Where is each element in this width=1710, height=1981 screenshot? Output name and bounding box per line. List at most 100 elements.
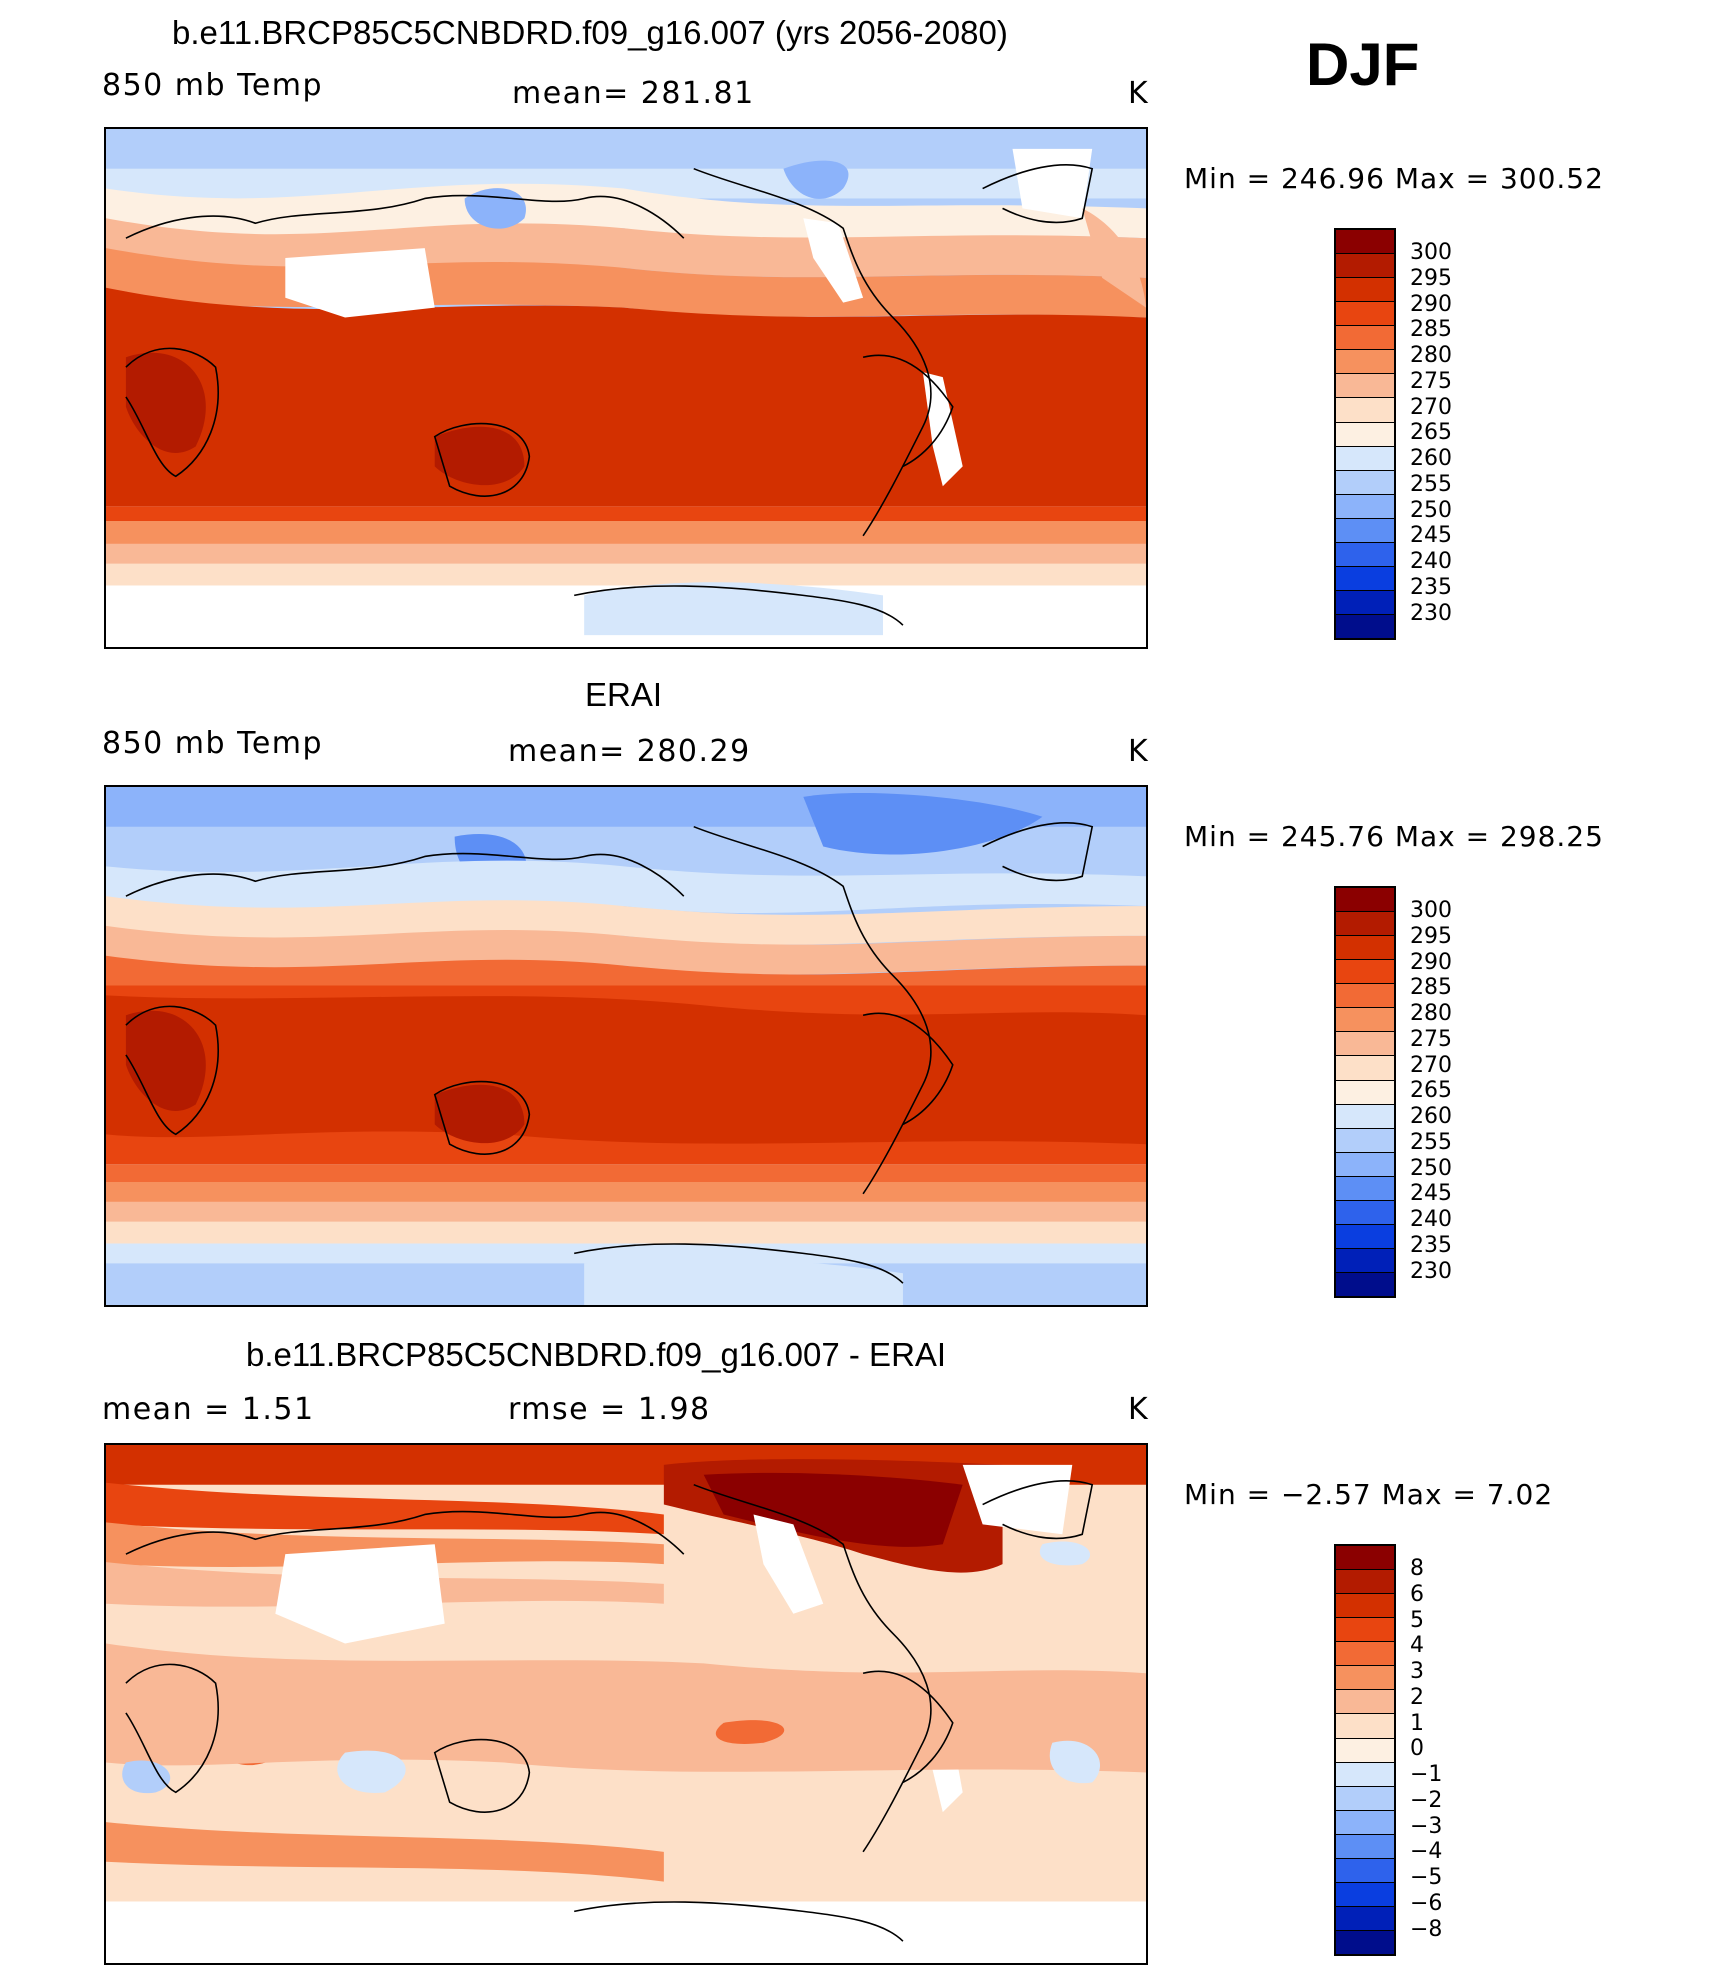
colorbar-tick-label: −4 bbox=[1410, 1839, 1443, 1864]
panel1-variable-label: 850 mb Temp bbox=[102, 68, 324, 103]
colorbar-swatch bbox=[1336, 518, 1394, 543]
colorbar-tick-label: 8 bbox=[1410, 1556, 1424, 1581]
colorbar-tick-label: 230 bbox=[1410, 1259, 1452, 1284]
colorbar-swatch bbox=[1336, 398, 1394, 423]
colorbar-swatch bbox=[1336, 1666, 1394, 1691]
colorbar-swatch bbox=[1336, 326, 1394, 351]
colorbar-swatch bbox=[1336, 984, 1394, 1009]
colorbar-tick-label: 295 bbox=[1410, 924, 1452, 949]
panel2-mean-label: mean= 280.29 bbox=[508, 734, 751, 769]
colorbar-tick-label: −8 bbox=[1410, 1917, 1443, 1942]
colorbar-tick-label: 0 bbox=[1410, 1736, 1424, 1761]
colorbar-swatch bbox=[1336, 1248, 1394, 1273]
colorbar-swatch bbox=[1336, 566, 1394, 591]
colorbar-tick-label: 240 bbox=[1410, 549, 1452, 574]
colorbar-tick-label: 2 bbox=[1410, 1685, 1424, 1710]
colorbar-tick-label: 245 bbox=[1410, 523, 1452, 548]
colorbar-swatch bbox=[1336, 1762, 1394, 1787]
colorbar-swatch bbox=[1336, 1152, 1394, 1177]
panel1-map bbox=[104, 127, 1148, 649]
panel1-map-svg bbox=[106, 129, 1146, 647]
colorbar-tick-label: 285 bbox=[1410, 317, 1452, 342]
colorbar-swatch bbox=[1336, 1618, 1394, 1643]
colorbar-swatch bbox=[1336, 422, 1394, 447]
colorbar-swatch bbox=[1336, 278, 1394, 303]
colorbar-swatch bbox=[1336, 1906, 1394, 1931]
colorbar-swatch bbox=[1336, 230, 1394, 255]
panel2-variable-label: 850 mb Temp bbox=[102, 726, 324, 761]
colorbar-tick-label: 275 bbox=[1410, 369, 1452, 394]
colorbar-tick-label: 4 bbox=[1410, 1633, 1424, 1658]
colorbar-swatch bbox=[1336, 1690, 1394, 1715]
colorbar-swatch bbox=[1336, 615, 1394, 639]
colorbar-tick-label: 275 bbox=[1410, 1027, 1452, 1052]
colorbar-swatch bbox=[1336, 494, 1394, 519]
panel3-rmse-label: rmse = 1.98 bbox=[508, 1392, 711, 1427]
colorbar-swatch bbox=[1336, 590, 1394, 615]
colorbar-swatch bbox=[1336, 936, 1394, 961]
colorbar-tick-label: −6 bbox=[1410, 1891, 1443, 1916]
colorbar-swatch bbox=[1336, 1032, 1394, 1057]
panel3-title: b.e11.BRCP85C5CNBDRD.f09_g16.007 - ERAI bbox=[246, 1336, 947, 1373]
panel1-units: K bbox=[1128, 76, 1150, 111]
colorbar-tick-label: 255 bbox=[1410, 1130, 1452, 1155]
colorbar-tick-label: −5 bbox=[1410, 1865, 1443, 1890]
panel2-colorbar-labels: 300 295 290 285 280 275 270 265 260 255 … bbox=[1410, 886, 1490, 1298]
colorbar-tick-label: 3 bbox=[1410, 1659, 1424, 1684]
colorbar-swatch bbox=[1336, 470, 1394, 495]
colorbar-tick-label: −1 bbox=[1410, 1762, 1443, 1787]
colorbar-swatch bbox=[1336, 446, 1394, 471]
panel1-title: b.e11.BRCP85C5CNBDRD.f09_g16.007 (yrs 20… bbox=[172, 14, 1008, 51]
colorbar-swatch bbox=[1336, 1128, 1394, 1153]
colorbar-tick-label: 6 bbox=[1410, 1582, 1424, 1607]
colorbar-tick-label: 1 bbox=[1410, 1711, 1424, 1736]
colorbar-tick-label: 290 bbox=[1410, 950, 1452, 975]
colorbar-tick-label: 270 bbox=[1410, 395, 1452, 420]
colorbar-tick-label: 285 bbox=[1410, 975, 1452, 1000]
colorbar-swatch bbox=[1336, 1570, 1394, 1595]
panel2-colorbar bbox=[1334, 886, 1396, 1298]
colorbar-swatch bbox=[1336, 1834, 1394, 1859]
colorbar-tick-label: 260 bbox=[1410, 446, 1452, 471]
colorbar-swatch bbox=[1336, 960, 1394, 985]
colorbar-tick-label: 270 bbox=[1410, 1053, 1452, 1078]
colorbar-swatch bbox=[1336, 1056, 1394, 1081]
panel3-map-svg bbox=[106, 1445, 1146, 1963]
colorbar-swatch bbox=[1336, 1858, 1394, 1883]
colorbar-swatch bbox=[1336, 1882, 1394, 1907]
colorbar-swatch bbox=[1336, 254, 1394, 279]
colorbar-swatch bbox=[1336, 1104, 1394, 1129]
colorbar-tick-label: 280 bbox=[1410, 1001, 1452, 1026]
panel1-colorbar bbox=[1334, 228, 1396, 640]
colorbar-swatch bbox=[1336, 1786, 1394, 1811]
colorbar-swatch bbox=[1336, 1810, 1394, 1835]
panel3-colorbar bbox=[1334, 1544, 1396, 1956]
colorbar-tick-label: 5 bbox=[1410, 1608, 1424, 1633]
panel3-colorbar-labels: 8 6 5 4 3 2 1 0 −1 −2 −3 −4 −5 −6 −8 bbox=[1410, 1544, 1490, 1956]
colorbar-tick-label: 245 bbox=[1410, 1181, 1452, 1206]
colorbar-tick-label: 235 bbox=[1410, 1233, 1452, 1258]
colorbar-swatch bbox=[1336, 542, 1394, 567]
colorbar-tick-label: 300 bbox=[1410, 898, 1452, 923]
colorbar-swatch bbox=[1336, 1738, 1394, 1763]
panel2-minmax: Min = 245.76 Max = 298.25 bbox=[1184, 820, 1604, 853]
colorbar-tick-label: 300 bbox=[1410, 240, 1452, 265]
colorbar-swatch bbox=[1336, 888, 1394, 913]
colorbar-swatch bbox=[1336, 1273, 1394, 1297]
colorbar-swatch bbox=[1336, 1594, 1394, 1619]
colorbar-tick-label: 230 bbox=[1410, 601, 1452, 626]
colorbar-swatch bbox=[1336, 912, 1394, 937]
colorbar-swatch bbox=[1336, 1931, 1394, 1955]
colorbar-tick-label: −3 bbox=[1410, 1814, 1443, 1839]
colorbar-swatch bbox=[1336, 1200, 1394, 1225]
panel3-mean-label: mean = 1.51 bbox=[102, 1392, 315, 1427]
colorbar-tick-label: 280 bbox=[1410, 343, 1452, 368]
colorbar-swatch bbox=[1336, 1546, 1394, 1571]
colorbar-swatch bbox=[1336, 1080, 1394, 1105]
colorbar-tick-label: −2 bbox=[1410, 1788, 1443, 1813]
colorbar-swatch bbox=[1336, 1008, 1394, 1033]
colorbar-swatch bbox=[1336, 1714, 1394, 1739]
colorbar-tick-label: 290 bbox=[1410, 292, 1452, 317]
panel2-map bbox=[104, 785, 1148, 1307]
colorbar-swatch bbox=[1336, 374, 1394, 399]
